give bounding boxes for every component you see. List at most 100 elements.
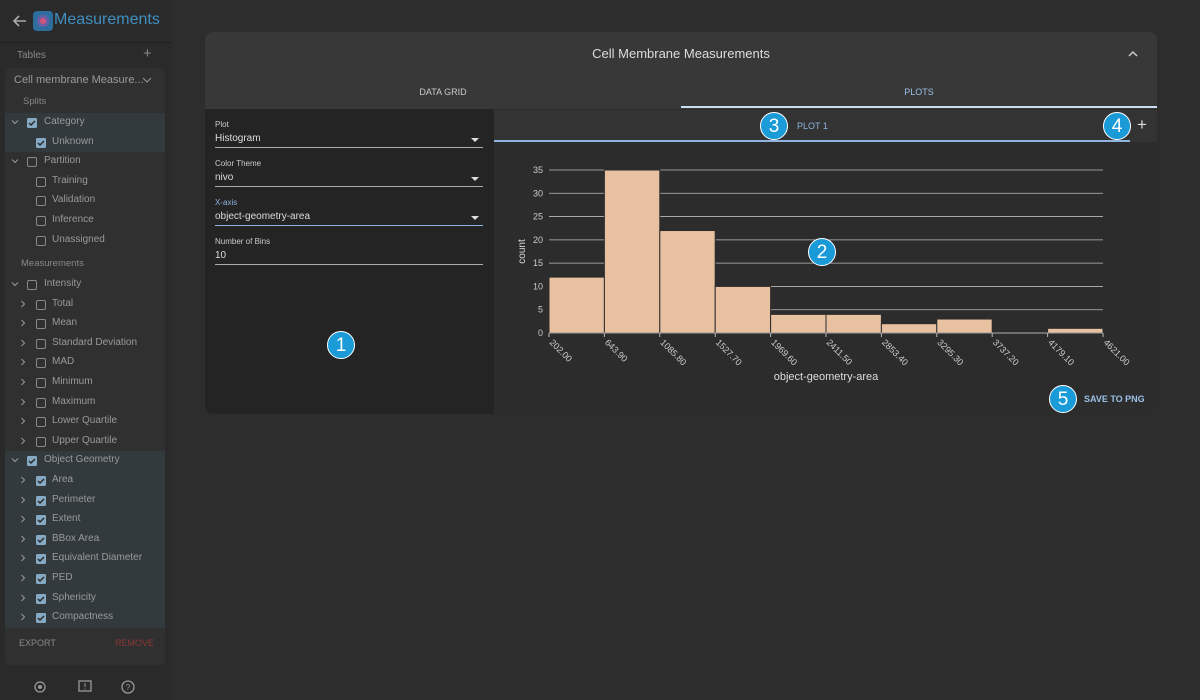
tree-item[interactable]: Unknown (52, 135, 94, 147)
checkbox[interactable] (35, 377, 47, 389)
table-name[interactable]: Cell membrane Measure... (14, 74, 144, 86)
chevron (11, 458, 19, 463)
expander[interactable] (19, 476, 27, 484)
add-table[interactable]: + (143, 45, 152, 62)
field-value[interactable]: 10 (215, 250, 227, 261)
checkbox[interactable] (35, 436, 47, 448)
tree-item[interactable]: Mean (52, 317, 78, 329)
expander[interactable] (19, 574, 27, 582)
bar (936, 318, 993, 334)
expander[interactable] (19, 378, 27, 386)
checkbox[interactable] (35, 514, 47, 526)
checkbox[interactable] (26, 156, 38, 168)
tree-item[interactable]: Perimeter (52, 493, 96, 505)
collapse[interactable] (1127, 49, 1139, 59)
tree-item[interactable]: Object Geometry (44, 454, 120, 466)
expander[interactable] (11, 456, 19, 464)
tree-item[interactable]: Upper Quartile (52, 434, 118, 446)
tree-item[interactable]: Compactness (52, 611, 114, 623)
chevron (11, 159, 19, 164)
tree-item[interactable]: Validation (52, 194, 96, 206)
tree-item[interactable]: Unassigned (52, 233, 105, 245)
export-button[interactable]: EXPORT (19, 638, 56, 648)
check (37, 596, 45, 602)
checkbox[interactable] (35, 593, 47, 605)
expander[interactable] (19, 613, 27, 621)
tree-item[interactable]: Training (52, 174, 88, 186)
expander[interactable] (19, 437, 27, 445)
checkbox[interactable] (35, 495, 47, 507)
tree-item[interactable]: Sphericity (52, 591, 96, 603)
tree-item[interactable]: Area (52, 474, 74, 485)
tree-item[interactable]: Partition (44, 155, 81, 167)
chevron (21, 476, 26, 484)
expander[interactable] (19, 339, 27, 347)
tree-item[interactable]: MAD (52, 356, 75, 368)
expander[interactable] (19, 417, 27, 425)
tree-item[interactable]: Lower Quartile (52, 415, 118, 427)
expander[interactable] (19, 300, 27, 308)
add-plot[interactable]: + (1137, 115, 1147, 134)
back-button[interactable] (10, 12, 30, 30)
checkbox[interactable] (35, 195, 47, 207)
tab[interactable]: DATA GRID (419, 87, 467, 97)
box (36, 196, 46, 207)
tree-item[interactable]: Extent (52, 513, 81, 525)
checkbox[interactable] (35, 534, 47, 546)
badge: 3 (760, 112, 788, 140)
tree-item[interactable]: PED (52, 572, 73, 583)
checkbox[interactable] (35, 299, 47, 311)
checkbox[interactable] (26, 117, 38, 129)
checkbox[interactable] (35, 416, 47, 428)
expander[interactable] (19, 515, 27, 523)
checkbox[interactable] (26, 279, 38, 291)
checkbox[interactable] (26, 455, 38, 467)
tree-item[interactable]: Total (52, 297, 74, 309)
plot-tab[interactable]: PLOT 1 (797, 121, 828, 131)
checkbox[interactable] (35, 397, 47, 409)
checkbox[interactable] (35, 176, 47, 188)
expander[interactable] (11, 118, 19, 126)
tree-item[interactable]: BBox Area (52, 532, 100, 544)
checkbox[interactable] (35, 235, 47, 247)
bar (603, 169, 661, 334)
expander[interactable] (11, 157, 19, 165)
tree-item[interactable]: Category (44, 116, 85, 127)
checkbox[interactable] (35, 553, 47, 565)
checkbox[interactable] (35, 475, 47, 487)
tree-item[interactable]: Minimum (52, 376, 93, 387)
checkbox[interactable] (35, 573, 47, 585)
tree-item[interactable]: Standard Deviation (52, 336, 138, 348)
tree-item[interactable]: Intensity (44, 278, 82, 289)
expander[interactable] (19, 554, 27, 562)
remove-button[interactable]: REMOVE (115, 638, 155, 648)
checkbox[interactable] (35, 612, 47, 624)
field-value[interactable]: object-geometry-area (215, 211, 311, 222)
checkbox[interactable] (35, 357, 47, 369)
expander[interactable] (19, 358, 27, 366)
expander[interactable] (19, 496, 27, 504)
checkbox[interactable] (35, 318, 47, 330)
field-value[interactable]: nivo (215, 172, 234, 183)
tab[interactable]: PLOTS (904, 87, 934, 97)
save-button[interactable]: SAVE TO PNG (1084, 394, 1145, 404)
expander[interactable] (11, 280, 19, 288)
checkbox[interactable] (35, 137, 47, 149)
expander[interactable] (19, 594, 27, 602)
field-value[interactable]: Histogram (215, 133, 261, 144)
caret (471, 138, 479, 142)
x-tick-label: 2411.50 (825, 337, 855, 367)
chevron (21, 300, 26, 307)
field-underline (215, 186, 483, 187)
tree-item[interactable]: Inference (52, 214, 94, 225)
histogram: 0 5 10 15 20 25 30 35 202.00 643.90 1085.80 1527.70… (517, 165, 1132, 383)
expander[interactable] (19, 535, 27, 543)
expander[interactable] (19, 319, 27, 327)
checkbox[interactable] (35, 215, 47, 227)
checkbox[interactable] (35, 338, 47, 350)
box (36, 235, 46, 246)
tree-item[interactable]: Maximum (52, 395, 96, 407)
tree-item[interactable]: Equivalent Diameter (52, 552, 143, 564)
expander[interactable] (19, 398, 27, 406)
